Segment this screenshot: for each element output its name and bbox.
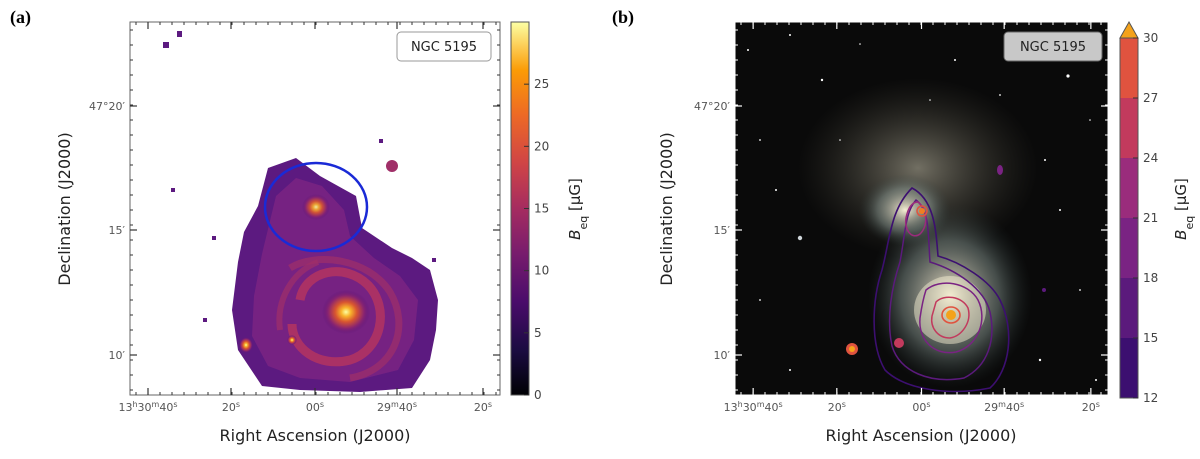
colorbar-b-bin [1120,278,1138,338]
panel-b-title: NGC 5195 [1020,40,1086,55]
colorbar-a-tick-label: 25 [534,77,549,91]
y-tick-label: 15′ [109,224,126,237]
colorbar-a-label: Beq [μG] [566,178,590,240]
y-tick-label: 10′ [714,349,731,362]
panel-b-colorbar: 12 15 18 21 24 27 30 Beq [μG] [1119,20,1196,405]
panel-b-xlabel: Right Ascension (J2000) [826,426,1017,445]
panel-a-colorbar: 0 5 10 15 20 25 Beq [μG] [510,21,590,402]
colorbar-a-tick-label: 5 [534,326,542,340]
colorbar-b-label: Beq [μG] [1172,178,1196,240]
x-tick-label: 00s [912,400,930,415]
star-field [747,34,1097,381]
colorbar-b-bin [1120,38,1138,98]
colorbar-b-bin [1120,338,1138,398]
panel-a-image [130,22,500,395]
x-tick-label: 29m40s [377,400,417,415]
panel-b-image [735,22,1108,395]
x-tick-label: 13h30m40s [118,400,177,415]
colorbar-b-bin [1120,98,1138,158]
colorbar-b-tick-label: 27 [1143,91,1158,105]
colorbar-a-tick-label: 15 [534,202,549,216]
colorbar-b-tick-label: 18 [1143,271,1158,285]
colorbar-b-tick-label: 15 [1143,331,1158,345]
colorbar-b-bin [1120,158,1138,218]
panel-letter-b: (b) [612,7,634,28]
colorbar-a-tick-label: 0 [534,388,542,402]
core-hotspot [946,310,956,320]
y-tick-label: 10′ [109,349,126,362]
panel-b-name-box: NGC 5195 [1003,31,1103,62]
y-tick-label: 47°20′ [694,100,730,113]
highlight-circle [263,161,369,253]
colorbar-a-tick-label: 10 [534,264,549,278]
x-tick-label: 20s [474,400,492,415]
colorbar-b-extend [1119,20,1139,39]
panel-a-axes: 13h30m40s 20s 00s 29m40s 20s 47°20′ 15′ 10′ [89,22,500,414]
panel-a-ylabel: Declination (J2000) [55,132,74,285]
x-tick-label: 20s [222,400,240,415]
colorbar-b-tick-label: 24 [1143,151,1158,165]
colorbar-b-tick-label: 12 [1143,391,1158,405]
colorbar-a-tick-label: 20 [534,139,549,153]
contour-lines [873,187,1010,393]
panel-b-axes: 13h30m40s 20s 00s 29m40s 20s 47°20′ 15′ 10′ [694,22,1108,414]
panel-a-name-box: NGC 5195 [396,31,492,62]
colorbar-b-tick-label: 21 [1143,211,1158,225]
y-tick-label: 15′ [714,224,731,237]
colorbar-b-tick-label: 30 [1143,31,1158,45]
x-tick-label: 13h30m40s [724,400,783,415]
x-tick-label: 29m40s [984,400,1024,415]
x-tick-label: 00s [306,400,324,415]
x-tick-label: 20s [828,400,846,415]
x-tick-label: 20s [1082,400,1100,415]
y-tick-label: 47°20′ [89,100,125,113]
panel-a-title: NGC 5195 [411,40,477,55]
panel-a-xlabel: Right Ascension (J2000) [220,426,411,445]
colorbar-b-bin [1120,218,1138,278]
panel-b-ylabel: Declination (J2000) [657,132,676,285]
panel-letter-a: (a) [10,7,31,28]
